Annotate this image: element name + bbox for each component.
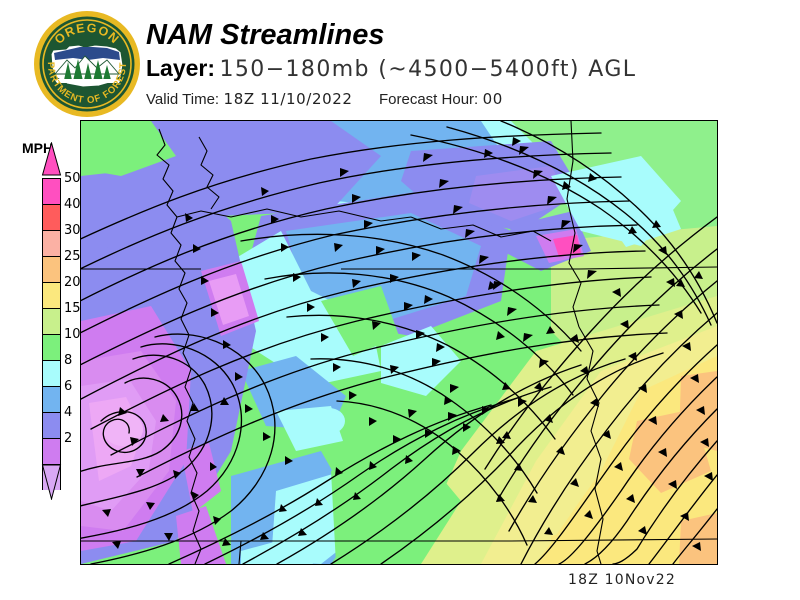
colorbar-tick-25: 25 <box>64 249 81 264</box>
streamline-map-canvas <box>81 121 717 564</box>
colorbar-band-6 <box>42 334 61 360</box>
colorbar-tick-30: 30 <box>64 223 81 238</box>
forecast-hour-value: 00 <box>482 90 503 108</box>
colorbar-divider-1 <box>42 204 61 205</box>
streamline-arrowheads <box>102 137 713 551</box>
colorbar-band-3 <box>42 256 61 282</box>
page-title: NAM Streamlines <box>146 19 385 51</box>
colorbar-band-7 <box>42 360 61 386</box>
colorbar-divider-10 <box>42 438 61 439</box>
colorbar-divider-6 <box>42 334 61 335</box>
colorbar-band-5 <box>42 308 61 334</box>
map-timestamp: 18Z 10Nov22 <box>568 572 677 588</box>
colorbar-divider-8 <box>42 386 61 387</box>
oregon-dept-forestry-logo-icon: OREGON DEPARTMENT OF FORESTRY <box>33 10 140 117</box>
colorbar-tick-50: 50 <box>64 171 81 186</box>
streamline-map[interactable] <box>80 120 718 565</box>
colorbar-tick-8: 8 <box>64 353 73 368</box>
forecast-hour-label: Forecast Hour: <box>379 91 479 108</box>
header: OREGON DEPARTMENT OF FORESTRY NAM Stream… <box>0 0 800 118</box>
layer-value: 150−180mb (~4500−5400ft) AGL <box>219 57 637 82</box>
colorbar-band-10 <box>42 438 61 464</box>
colorbar-tick-4: 4 <box>64 405 73 420</box>
colorbar-divider-9 <box>42 412 61 413</box>
layer-line: Layer: 150−180mb (~4500−5400ft) AGL <box>146 54 636 86</box>
colorbar-tick-6: 6 <box>64 379 73 394</box>
colorbar-tick-2: 2 <box>64 431 73 446</box>
colorbar-band-0 <box>42 178 61 204</box>
colorbar-legend: MPH 50 40 30 25 20 15 10 8 6 4 2 <box>12 140 81 540</box>
colorbar-divider-7 <box>42 360 61 361</box>
colorbar-divider-4 <box>42 282 61 283</box>
title-block: NAM Streamlines Layer: 150−180mb (~4500−… <box>146 18 636 110</box>
colorbar-divider-5 <box>42 308 61 309</box>
colorbar-tick-15: 15 <box>64 301 81 316</box>
valid-time-value: 18Z 11/10/2022 <box>223 90 353 108</box>
colorbar-bottom-arrow <box>41 464 62 500</box>
colorbar-tick-10: 10 <box>64 327 81 342</box>
colorbar-divider-3 <box>42 256 61 257</box>
colorbar-band-9 <box>42 412 61 438</box>
colorbar-tick-20: 20 <box>64 275 81 290</box>
valid-time-line: Valid Time: 18Z 11/10/2022 Forecast Hour… <box>146 89 636 110</box>
colorbar-band-2 <box>42 230 61 256</box>
colorbar-divider-0 <box>42 178 61 179</box>
colorbar-band-4 <box>42 282 61 308</box>
colorbar-tick-40: 40 <box>64 197 81 212</box>
layer-label: Layer: <box>146 55 216 81</box>
colorbar-top-arrow <box>41 142 62 176</box>
colorbar-band-1 <box>42 204 61 230</box>
colorbar-units-label: MPH <box>22 140 54 156</box>
colorbar-band-8 <box>42 386 61 412</box>
colorbar-divider-2 <box>42 230 61 231</box>
valid-time-label: Valid Time: <box>146 91 220 108</box>
streamline-paths <box>81 121 717 564</box>
